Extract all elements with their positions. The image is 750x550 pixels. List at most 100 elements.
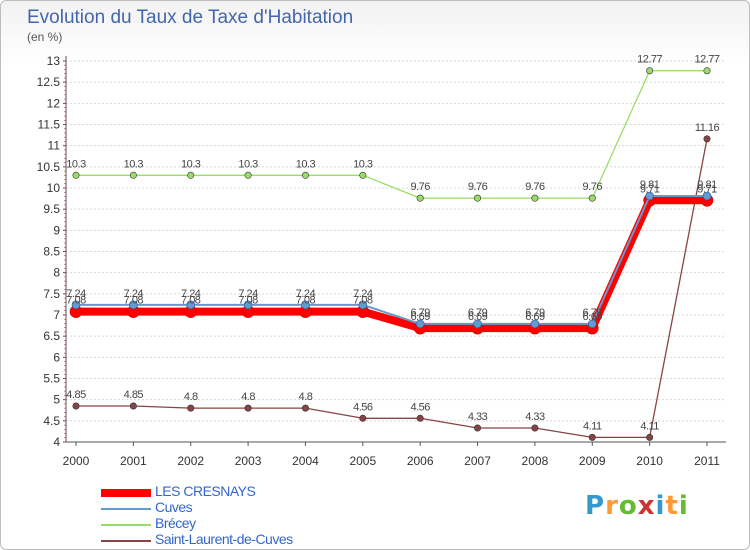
y-tick-label: 13 <box>47 54 61 68</box>
data-label: 6.79 <box>583 307 603 319</box>
data-point <box>244 171 252 179</box>
data-label: 4.8 <box>184 391 198 403</box>
data-point <box>359 414 367 422</box>
y-tick-label: 6.5 <box>43 329 60 343</box>
logo-letter: r <box>605 491 619 521</box>
x-tick-label: 2007 <box>464 454 491 468</box>
data-point <box>186 300 196 310</box>
data-label: 4.85 <box>124 389 144 401</box>
data-label: 6.69 <box>468 311 488 323</box>
series-line <box>76 196 707 333</box>
data-point <box>415 319 425 329</box>
data-point <box>129 300 138 310</box>
data-label: 4.56 <box>410 401 430 413</box>
logo-letter: o <box>618 491 638 521</box>
data-point <box>587 319 597 329</box>
x-tick-label: 2011 <box>694 454 720 468</box>
legend-label: Saint-Laurent-de-Cuves <box>155 531 293 547</box>
legend-label: Cuves <box>155 499 193 515</box>
data-point <box>531 424 539 432</box>
data-point <box>702 191 712 201</box>
data-label: 7.24 <box>353 288 373 300</box>
data-label: 10.3 <box>124 158 144 170</box>
data-point <box>703 135 711 143</box>
data-label: 4.33 <box>525 411 545 423</box>
data-label: 7.24 <box>181 288 201 300</box>
data-point <box>646 433 654 441</box>
data-point <box>531 194 539 202</box>
data-label: 6.69 <box>410 311 430 323</box>
data-point <box>530 319 540 329</box>
logo-letter: i <box>655 491 666 521</box>
y-tick-label: 7.5 <box>43 287 60 301</box>
series-line <box>76 70 707 199</box>
data-point <box>129 171 137 179</box>
y-tick-label: 11 <box>48 139 61 153</box>
data-label: 10.3 <box>181 158 201 170</box>
data-label: 9.71 <box>640 183 660 195</box>
x-tick-label: 2000 <box>63 454 90 468</box>
x-tick-label: 2004 <box>292 454 319 468</box>
y-tick-label: 5 <box>53 393 60 407</box>
data-point <box>416 414 424 422</box>
data-point <box>301 171 309 179</box>
data-label: 10.3 <box>296 158 316 170</box>
data-label: 7.24 <box>66 288 86 300</box>
series-line <box>76 138 708 438</box>
x-tick-label: 2002 <box>177 454 204 468</box>
data-label: 9.81 <box>640 179 660 191</box>
logo-letter: t <box>665 491 679 521</box>
data-label: 7.08 <box>181 295 201 307</box>
x-tick-label: 2006 <box>407 454 434 468</box>
y-tick-label: 6 <box>53 350 60 364</box>
data-label: 12.77 <box>694 54 719 66</box>
data-point <box>187 171 195 179</box>
data-point <box>72 402 80 410</box>
y-tick-label: 12 <box>47 96 61 110</box>
y-tick-label: 10.5 <box>37 160 61 174</box>
y-tick-label: 8.5 <box>43 245 60 259</box>
y-tick-label: 9.5 <box>43 202 60 216</box>
data-point <box>588 194 596 202</box>
y-tick-label: 9 <box>53 223 60 237</box>
data-label: 10.3 <box>353 158 373 170</box>
data-label: 4.33 <box>468 411 488 423</box>
proxiti-logo: Proxiti <box>585 491 689 521</box>
data-point <box>474 194 482 202</box>
data-label: 6.79 <box>410 307 430 319</box>
data-label: 4.85 <box>66 389 86 401</box>
data-label: 7.08 <box>124 295 144 307</box>
y-tick-label: 10 <box>47 181 61 195</box>
data-label: 6.79 <box>468 307 488 319</box>
data-label: 7.08 <box>238 295 258 307</box>
y-tick-label: 7 <box>53 308 60 322</box>
legend-swatch <box>101 524 151 526</box>
data-point <box>243 300 253 310</box>
y-tick-label: 11.5 <box>38 118 61 132</box>
data-label: 7.08 <box>66 295 86 307</box>
data-label: 4.8 <box>299 391 313 403</box>
data-point <box>473 319 482 329</box>
data-point <box>588 433 596 441</box>
data-label: 7.24 <box>296 288 316 300</box>
data-label: 6.79 <box>525 307 545 319</box>
data-point <box>646 67 654 75</box>
data-point <box>301 404 309 412</box>
data-label: 10.3 <box>66 158 86 170</box>
data-label: 4.8 <box>241 391 255 403</box>
logo-letter: P <box>585 491 606 521</box>
x-tick-label: 2009 <box>579 454 606 468</box>
data-label: 9.76 <box>410 181 430 193</box>
y-tick-label: 5.5 <box>43 372 60 386</box>
data-label: 7.24 <box>238 288 258 300</box>
data-point <box>71 300 81 310</box>
x-tick-label: 2003 <box>235 454 262 468</box>
series-line <box>76 195 707 325</box>
data-point <box>474 424 482 432</box>
data-label: 7.24 <box>124 288 144 300</box>
data-label: 6.69 <box>583 311 603 323</box>
data-label: 10.3 <box>238 158 258 170</box>
legend-swatch <box>101 540 151 542</box>
data-label: 9.76 <box>468 181 488 193</box>
